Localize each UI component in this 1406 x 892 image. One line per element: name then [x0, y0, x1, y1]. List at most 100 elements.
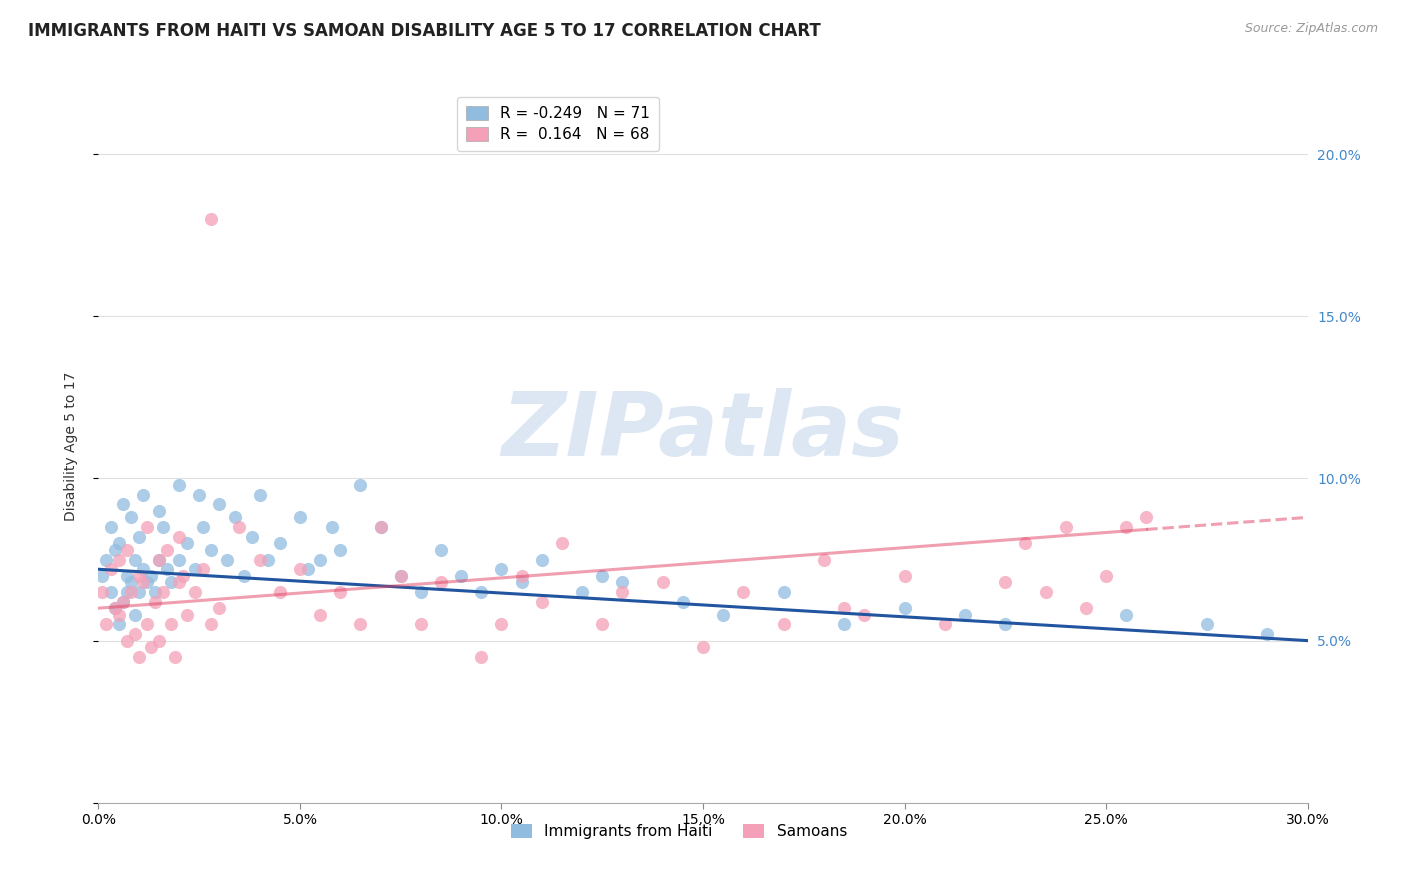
Point: [167, 478, 190, 492]
Text: IMMIGRANTS FROM HAITI VS SAMOAN DISABILITY AGE 5 TO 17 CORRELATION CHART: IMMIGRANTS FROM HAITI VS SAMOAN DISABILI…: [28, 22, 821, 40]
Point: [107, 536, 129, 550]
Point: [132, 488, 155, 502]
Point: [132, 575, 155, 590]
Point: [120, 575, 142, 590]
Point: [200, 542, 222, 557]
Point: [389, 568, 412, 582]
Point: [128, 649, 150, 664]
Point: [297, 562, 319, 576]
Point: [111, 497, 134, 511]
Point: [208, 601, 231, 615]
Point: [128, 585, 150, 599]
Point: [530, 595, 553, 609]
Point: [107, 552, 129, 566]
Point: [172, 568, 194, 582]
Point: [571, 585, 593, 599]
Point: [96, 552, 118, 566]
Point: [120, 585, 142, 599]
Point: [152, 520, 174, 534]
Point: [349, 617, 371, 632]
Point: [156, 542, 179, 557]
Point: [91, 585, 114, 599]
Point: [128, 530, 150, 544]
Point: [893, 568, 915, 582]
Point: [139, 568, 162, 582]
Point: [135, 575, 157, 590]
Point: [139, 640, 162, 654]
Point: [832, 617, 855, 632]
Point: [107, 617, 129, 632]
Point: [156, 562, 179, 576]
Point: [309, 552, 332, 566]
Point: [1115, 607, 1137, 622]
Point: [510, 575, 533, 590]
Point: [692, 640, 714, 654]
Point: [530, 552, 553, 566]
Point: [612, 585, 634, 599]
Point: [651, 575, 673, 590]
Point: [103, 601, 125, 615]
Point: [163, 649, 186, 664]
Point: [184, 562, 207, 576]
Point: [115, 542, 138, 557]
Point: [188, 488, 211, 502]
Point: [232, 568, 254, 582]
Point: [934, 617, 956, 632]
Point: [160, 617, 183, 632]
Point: [132, 562, 155, 576]
Point: [217, 552, 239, 566]
Point: [450, 568, 472, 582]
Point: [208, 497, 231, 511]
Point: [491, 617, 513, 632]
Point: [148, 633, 170, 648]
Point: [288, 510, 311, 524]
Point: [612, 575, 634, 590]
Point: [111, 595, 134, 609]
Point: [309, 607, 332, 622]
Point: [143, 585, 166, 599]
Point: [510, 568, 533, 582]
Point: [91, 568, 114, 582]
Point: [148, 504, 170, 518]
Point: [160, 575, 183, 590]
Point: [193, 562, 215, 576]
Point: [711, 607, 734, 622]
Point: [329, 542, 352, 557]
Point: [100, 520, 122, 534]
Point: [128, 568, 150, 582]
Point: [120, 510, 142, 524]
Point: [370, 520, 392, 534]
Point: [551, 536, 574, 550]
Point: [167, 552, 190, 566]
Point: [269, 536, 291, 550]
Point: [249, 488, 271, 502]
Point: [152, 585, 174, 599]
Point: [1115, 520, 1137, 534]
Point: [115, 585, 138, 599]
Point: [249, 552, 271, 566]
Point: [813, 552, 835, 566]
Point: [176, 536, 198, 550]
Point: [1095, 568, 1118, 582]
Point: [135, 617, 157, 632]
Text: ZIPatlas: ZIPatlas: [502, 388, 904, 475]
Point: [184, 585, 207, 599]
Text: Source: ZipAtlas.com: Source: ZipAtlas.com: [1244, 22, 1378, 36]
Point: [200, 617, 222, 632]
Point: [103, 601, 125, 615]
Point: [100, 562, 122, 576]
Point: [115, 568, 138, 582]
Point: [370, 520, 392, 534]
Point: [124, 627, 146, 641]
Point: [143, 595, 166, 609]
Point: [491, 562, 513, 576]
Point: [1035, 585, 1057, 599]
Point: [167, 575, 190, 590]
Point: [135, 520, 157, 534]
Point: [193, 520, 215, 534]
Point: [148, 552, 170, 566]
Point: [148, 552, 170, 566]
Point: [733, 585, 755, 599]
Point: [321, 520, 343, 534]
Point: [389, 568, 412, 582]
